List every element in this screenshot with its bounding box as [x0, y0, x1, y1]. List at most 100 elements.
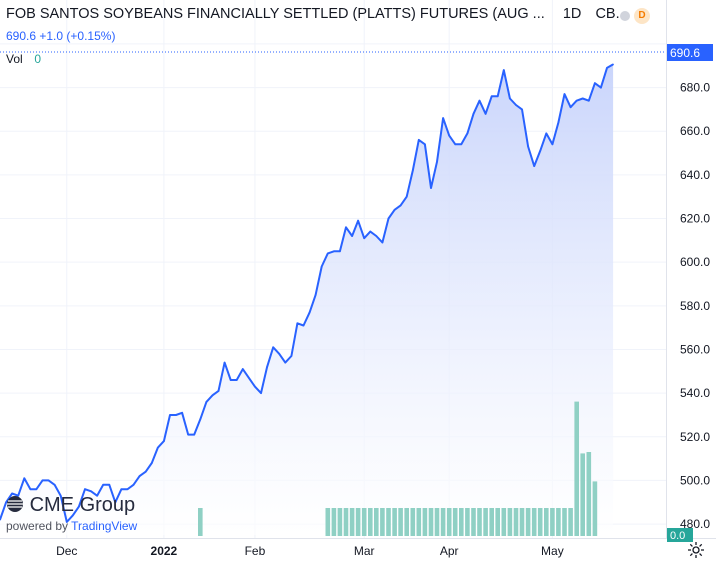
price-point: [563, 93, 566, 95]
price-point: [448, 134, 451, 137]
cme-group-logo[interactable]: CME Group powered by TradingView: [6, 494, 137, 533]
y-tick-label: 600.0: [680, 255, 710, 269]
volume-bar: [198, 508, 203, 536]
last-price-label-text: 690.6: [670, 46, 700, 60]
price-point: [175, 414, 177, 416]
volume-bar: [343, 508, 349, 536]
volume-bar: [562, 508, 567, 536]
price-point: [466, 132, 469, 135]
price-point: [320, 265, 323, 268]
volume-bar: [507, 508, 513, 536]
price-point: [606, 67, 608, 69]
chart-header[interactable]: FOB SANTOS SOYBEANS FINANCIALLY SETTLED …: [6, 6, 628, 22]
price-point: [217, 390, 220, 392]
price-change: +1.0: [39, 29, 64, 43]
exchange-label: CB...: [595, 6, 628, 22]
y-tick-label: 560.0: [680, 342, 710, 356]
price-point: [509, 97, 511, 100]
price-point: [205, 401, 208, 403]
volume-bar: [422, 508, 428, 536]
price-point: [169, 414, 171, 416]
volume-bar: [580, 453, 585, 536]
volume-bar: [568, 508, 573, 536]
price-point: [248, 377, 250, 379]
interval-label[interactable]: 1D: [562, 6, 582, 22]
volume-bar: [434, 508, 440, 536]
price-point: [199, 418, 202, 421]
price-point: [588, 99, 590, 102]
price-point: [308, 311, 311, 314]
price-point: [35, 488, 38, 491]
x-tick-label: May: [541, 544, 564, 558]
price-point: [327, 252, 329, 255]
price-point: [223, 361, 226, 364]
delayed-data-badge[interactable]: D: [634, 8, 650, 24]
price-point: [454, 143, 457, 146]
volume-label: Vol: [6, 52, 23, 66]
volume-axis-label-text: 0.0: [670, 530, 685, 542]
volume-value: 0: [34, 52, 42, 66]
price-point: [345, 226, 347, 229]
y-tick-label: 680.0: [680, 81, 710, 95]
price-point: [144, 470, 147, 473]
price-point: [484, 113, 487, 115]
volume-bar: [446, 508, 452, 536]
volume-bar: [537, 508, 543, 536]
price-point: [503, 69, 505, 71]
volume-bar: [489, 508, 494, 536]
last-price: 690.6: [6, 29, 37, 43]
price-point: [302, 324, 305, 327]
volume-bar: [531, 508, 537, 536]
price-point: [351, 235, 353, 237]
chart-settings-gear-icon[interactable]: [686, 540, 706, 560]
volume-bar: [574, 401, 579, 536]
volume-bar: [525, 508, 531, 536]
price-point: [539, 150, 541, 152]
volume-bar: [513, 508, 519, 536]
volume-bar: [361, 508, 367, 536]
price-point: [0, 518, 1, 521]
volume-bar: [331, 508, 337, 536]
price-point: [53, 484, 56, 486]
powered-by-text: powered by: [6, 519, 69, 533]
price-point: [545, 132, 548, 135]
price-point: [29, 488, 32, 491]
powered-by-line: powered by TradingView: [6, 519, 137, 533]
price-point: [521, 108, 523, 111]
price-point: [266, 366, 268, 368]
price-point: [23, 477, 26, 480]
price-point: [17, 494, 20, 497]
price-point: [314, 294, 317, 296]
price-point: [102, 484, 104, 486]
price-point: [163, 440, 165, 442]
price-point: [260, 392, 262, 394]
volume-axis-label: 0.0: [667, 528, 693, 542]
tradingview-link[interactable]: TradingView: [71, 519, 138, 533]
price-point: [393, 209, 396, 211]
volume-bar: [410, 508, 416, 536]
volume-bar: [386, 508, 391, 536]
volume-bar: [337, 508, 343, 536]
price-point: [412, 169, 414, 172]
price-point: [569, 106, 572, 108]
x-tick-label: Apr: [440, 544, 459, 558]
price-point: [339, 250, 341, 253]
price-point: [612, 63, 614, 66]
volume-bar: [368, 508, 373, 536]
volume-bar: [544, 508, 549, 536]
price-point: [84, 488, 86, 491]
volume-bar: [501, 508, 507, 536]
price-change-percent: (+0.15%): [66, 29, 116, 43]
volume-legend[interactable]: Vol 0: [6, 52, 41, 66]
time-axis[interactable]: Dec 2022 Feb Mar Apr May: [56, 544, 564, 558]
market-closed-dot-icon: [620, 11, 630, 21]
price-axis[interactable]: 480.0 500.0 520.0 540.0 560.0 580.0 600.0 620.0…: [680, 81, 710, 532]
symbol-title[interactable]: FOB SANTOS SOYBEANS FINANCIALLY SETTLED …: [6, 6, 545, 22]
volume-bar: [355, 508, 361, 536]
price-point: [557, 121, 560, 124]
price-point: [66, 521, 68, 523]
price-point: [472, 113, 475, 115]
market-status[interactable]: D: [620, 8, 652, 24]
price-point: [132, 484, 135, 486]
